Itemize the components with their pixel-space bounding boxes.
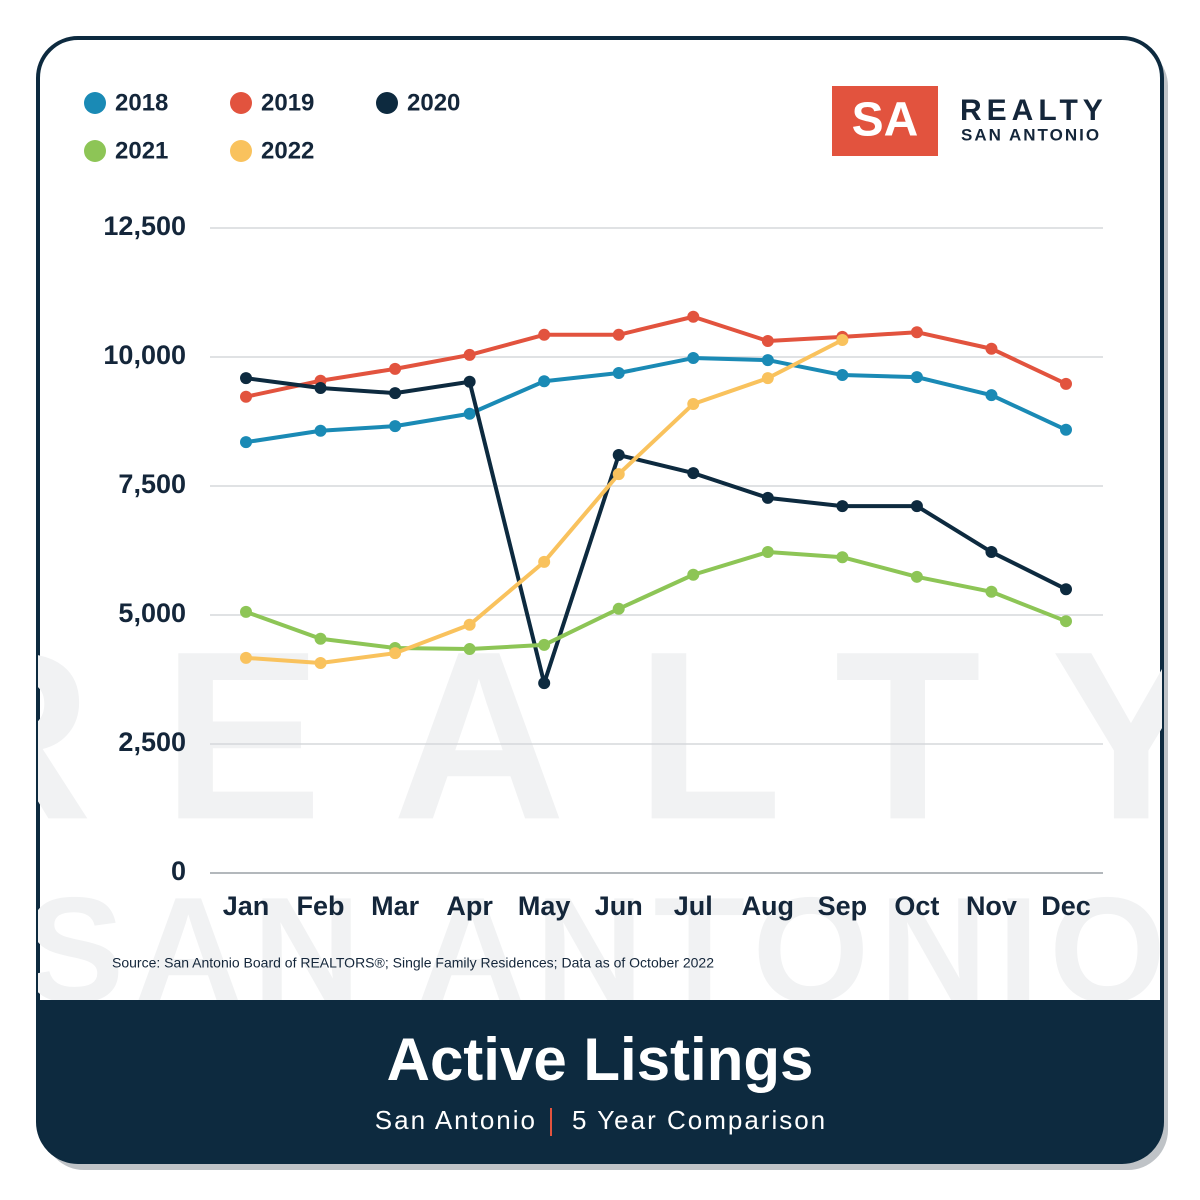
legend-swatch: [376, 92, 398, 114]
data-point: [314, 656, 327, 669]
data-point: [985, 342, 998, 355]
legend-label: 2020: [407, 89, 460, 116]
data-point: [687, 467, 700, 480]
data-point: [389, 647, 402, 660]
x-tick-label: Nov: [966, 891, 1017, 921]
data-point: [240, 605, 252, 618]
data-point: [538, 638, 551, 651]
x-tick-label: Mar: [371, 891, 420, 921]
x-tick-label: Apr: [446, 891, 493, 921]
series-line: [245, 550, 1067, 652]
subtitle: 5 Year Comparison: [572, 1105, 827, 1135]
series-line: [245, 376, 1067, 686]
data-point: [538, 677, 551, 690]
data-point: [761, 372, 774, 385]
data-point: [836, 333, 849, 346]
data-point: [687, 397, 700, 410]
chart-title: Active Listings: [387, 1026, 814, 1093]
data-point: [463, 348, 476, 361]
legend-swatch: [84, 140, 106, 162]
data-point: [985, 389, 998, 402]
data-point: [463, 407, 476, 420]
data-point: [687, 310, 700, 323]
data-point: [612, 449, 625, 462]
data-point: [687, 568, 700, 581]
series-line: [245, 356, 1067, 445]
logo-box: [832, 86, 938, 156]
y-tick-label: 10,000: [103, 340, 186, 370]
footer: [38, 1000, 1162, 1162]
data-point: [1060, 615, 1072, 628]
x-tick-label: Oct: [894, 891, 939, 921]
data-point: [240, 436, 252, 449]
x-tick-label: Jul: [674, 891, 713, 921]
data-point: [463, 375, 476, 388]
x-tick-label: Jan: [223, 891, 270, 921]
legend-label: 2021: [115, 137, 168, 164]
data-point: [1060, 377, 1072, 390]
data-point: [1060, 423, 1072, 436]
data-point: [910, 500, 923, 513]
data-point: [612, 468, 625, 481]
data-point: [538, 375, 551, 388]
data-point: [612, 328, 625, 341]
y-tick-label: 5,000: [118, 598, 186, 628]
data-point: [240, 372, 252, 385]
data-point: [538, 328, 551, 341]
data-point: [836, 500, 849, 513]
y-tick-label: 0: [171, 856, 186, 886]
data-point: [314, 632, 327, 645]
data-point: [612, 366, 625, 379]
x-tick-label: Aug: [742, 891, 794, 921]
data-point: [910, 570, 923, 583]
plot: 0 2,500 5,000 7,500 10,000 12,500 Jan Feb Mar Apr…: [103, 211, 1103, 921]
data-point: [985, 546, 998, 559]
legend-swatch: [230, 140, 252, 162]
subtitle: San Antonio: [375, 1105, 537, 1135]
watermark-text: REALTY: [0, 601, 1200, 869]
data-point: [761, 491, 774, 504]
data-point: [463, 643, 476, 656]
data-point: [240, 390, 252, 403]
y-tick-label: 12,500: [103, 211, 186, 241]
x-tick-label: Sep: [818, 891, 868, 921]
logo-mark: SA: [852, 94, 919, 147]
data-point: [1060, 583, 1072, 596]
data-point: [761, 335, 774, 348]
legend-label: 2022: [261, 137, 314, 164]
logo-city: SAN ANTONIO: [961, 125, 1101, 144]
data-point: [910, 326, 923, 339]
data-point: [314, 381, 327, 394]
data-point: [389, 362, 402, 375]
x-tick-label: Dec: [1041, 891, 1091, 921]
data-point: [389, 420, 402, 433]
data-point: [687, 352, 700, 365]
legend-swatch: [84, 92, 106, 114]
data-point: [761, 546, 774, 559]
data-point: [240, 651, 252, 664]
source: Source: San Antonio Board of REALTORS®; …: [112, 955, 714, 971]
data-point: [314, 424, 327, 437]
data-point: [910, 371, 923, 384]
x-tick-label: Jun: [595, 891, 643, 921]
data-point: [538, 555, 551, 568]
data-point: [836, 551, 849, 564]
x-tick-label: Feb: [297, 891, 345, 921]
logo-name: REALTY: [960, 94, 1108, 127]
y-tick-label: 7,500: [118, 469, 186, 499]
data-point: [612, 602, 625, 615]
data-point: [836, 369, 849, 382]
data-point: [463, 618, 476, 631]
legend-label: 2018: [115, 89, 168, 116]
series-line: [245, 314, 1067, 399]
legend-label: 2019: [261, 89, 314, 116]
data-point: [985, 585, 998, 598]
data-point: [761, 354, 774, 367]
watermark: REALTY SAN ANTONIO: [0, 601, 1200, 1162]
legend-swatch: [230, 92, 252, 114]
y-tick-label: 2,500: [118, 727, 186, 757]
data-point: [389, 387, 402, 400]
x-tick-label: May: [518, 891, 571, 921]
